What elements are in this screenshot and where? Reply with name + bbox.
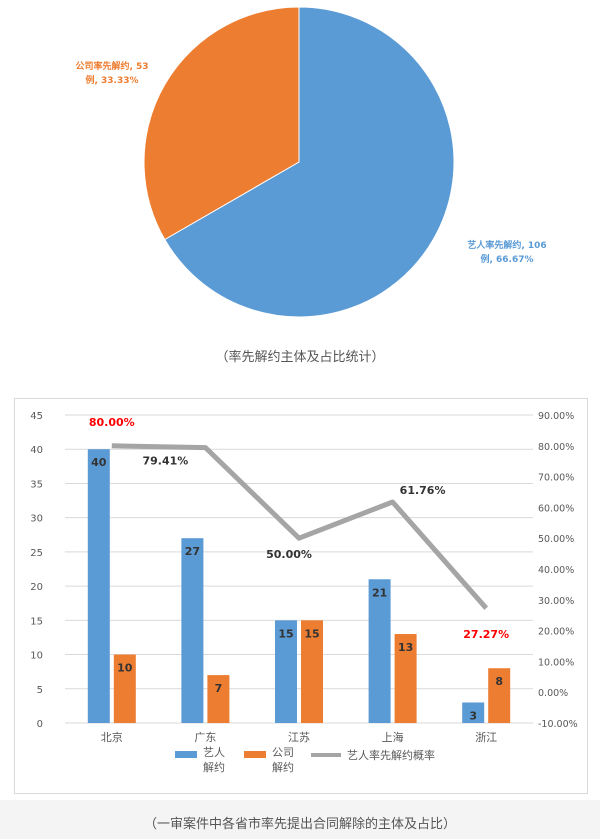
bar-artist [368, 579, 391, 723]
y-left-tick-label: 0 [37, 719, 43, 730]
y-right-tick-label: 20.00% [538, 627, 574, 638]
bar-value-label: 3 [469, 709, 477, 722]
bar-value-label: 15 [278, 627, 293, 640]
pie-slice-label: 艺人率先解约, 106 [467, 239, 546, 251]
y-right-tick-label: 50.00% [538, 534, 574, 545]
line-rate [111, 443, 489, 610]
line-data-label: 61.76% [400, 484, 446, 497]
line-data-label: 50.00% [266, 548, 312, 561]
pie-slice-label: 例, 33.33% [85, 74, 138, 86]
x-tick-label: 浙江 [475, 731, 497, 744]
y-left-tick-label: 45 [30, 411, 43, 422]
combo-chart-frame: 0 5 10 15 20 25 30 35 40 45 -10.00% 0.00% 10.00% 20.0… [14, 398, 588, 794]
y-right-tick-label: 0.00% [538, 688, 568, 699]
pie-caption: （率先解约主体及占比统计） [215, 350, 385, 365]
legend-label: 解约 [272, 760, 294, 774]
line-data-label: 27.27% [463, 628, 509, 641]
line-data-label: 80.00% [89, 416, 135, 429]
bar-value-label: 27 [185, 545, 200, 558]
caption-band [0, 800, 600, 839]
bar-value-label: 8 [495, 675, 503, 688]
bar-artist [181, 538, 204, 723]
y-left-tick-label: 10 [30, 651, 43, 662]
legend-swatch-company [244, 751, 266, 758]
bar-artist [275, 620, 297, 723]
y-right-tick-label: 90.00% [538, 411, 574, 422]
bar-value-label: 15 [304, 627, 319, 640]
pie-chart: 艺人率先解约, 106 例, 66.67% 公司率先解约, 53 例, 33.33% [75, 6, 547, 318]
x-tick-label: 上海 [382, 730, 404, 744]
line-data-label: 79.41% [142, 455, 188, 468]
pie-slice [143, 6, 300, 241]
y-right-tick-label: 60.00% [538, 503, 574, 514]
bar-artist [462, 702, 485, 723]
bar-value-label: 10 [117, 662, 133, 675]
bar-company [394, 634, 417, 723]
y-left-tick-label: 30 [30, 514, 43, 525]
bar-artist [87, 449, 110, 723]
y-left-tick-label: 20 [30, 582, 43, 593]
y-left-tick-label: 5 [37, 685, 43, 696]
y-right-tick-label: 30.00% [538, 596, 574, 607]
y-right-tick-label: 80.00% [538, 442, 574, 453]
y-right-tick-label: 40.00% [538, 565, 574, 576]
bar-company [113, 654, 136, 723]
legend-label: 解约 [203, 760, 225, 774]
y-left-tick-label: 15 [30, 616, 43, 627]
y-left-tick-label: 40 [30, 445, 43, 456]
y-right-tick-label: -10.00% [538, 719, 578, 730]
combo-caption: （一审案件中各省市率先提出合同解除的主体及占比） [143, 817, 456, 832]
pie-slice-label: 公司率先解约, 53 [75, 60, 148, 72]
bar-company [301, 620, 323, 723]
y-left-tick-label: 35 [30, 479, 43, 490]
pie-slice-label: 例, 66.67% [480, 253, 533, 265]
bar-company [488, 668, 511, 723]
bar-value-label: 21 [372, 586, 387, 599]
y-left-tick-label: 25 [30, 548, 43, 559]
legend-label: 公司 [272, 746, 294, 759]
bar-value-label: 13 [398, 641, 413, 654]
y-right-tick-label: 70.00% [538, 473, 574, 484]
x-tick-label: 江苏 [288, 731, 310, 744]
x-tick-label: 北京 [101, 730, 123, 744]
pie-slice [164, 6, 455, 318]
bar-company [207, 675, 230, 723]
combo-chart: 0 5 10 15 20 25 30 35 40 45 -10.00% 0.00% 10.00% 20.0… [30, 411, 578, 774]
x-tick-label: 广东 [194, 731, 216, 744]
y-right-tick-label: 10.00% [538, 657, 574, 668]
legend-label: 艺人 [203, 746, 225, 759]
bar-value-label: 40 [91, 456, 107, 469]
legend-swatch-artist [175, 751, 197, 758]
bar-value-label: 7 [215, 682, 223, 695]
legend-label: 艺人率先解约概率 [347, 748, 435, 762]
